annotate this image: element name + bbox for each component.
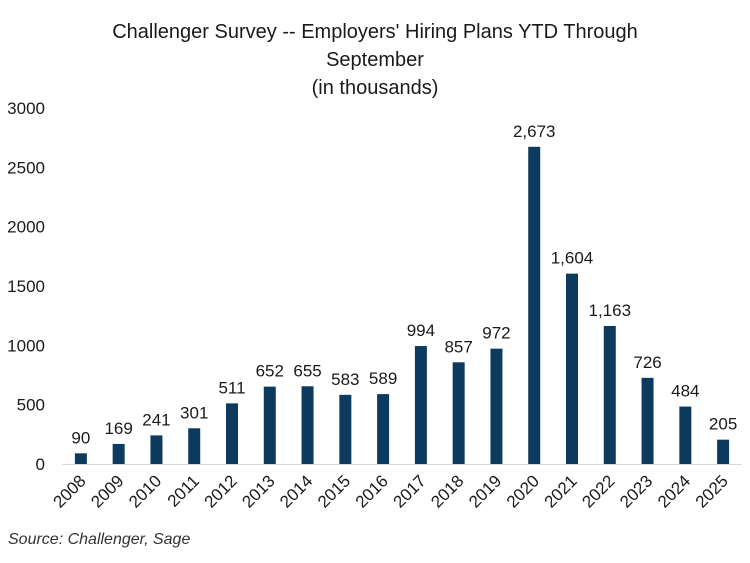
bar <box>414 346 427 464</box>
bar <box>226 403 238 464</box>
x-tick-label: 2017 <box>390 471 430 511</box>
x-tick-label: 2009 <box>87 471 127 511</box>
title-line: (in thousands) <box>312 77 439 99</box>
bar <box>188 428 201 464</box>
x-tick-label: 2020 <box>503 471 543 511</box>
x-tick-label: 2012 <box>201 471 241 511</box>
bar <box>490 348 503 464</box>
x-axis: 2008200920102011201220132014201520162017… <box>50 464 742 512</box>
bar <box>263 386 276 464</box>
data-label: 205 <box>709 415 737 434</box>
bar <box>150 435 163 464</box>
data-label: 1,604 <box>551 249 594 268</box>
title-line: Challenger Survey -- Employers' Hiring P… <box>112 21 638 43</box>
x-tick-label: 2022 <box>578 471 618 511</box>
x-tick-label: 2013 <box>238 471 278 511</box>
data-labels: 90 169 241 301 511 652 655 583 589 994 857 972 2,673… <box>71 122 737 448</box>
bar <box>377 394 390 464</box>
title-line: September <box>326 49 424 71</box>
data-label: 589 <box>369 369 397 388</box>
data-label: 1,163 <box>589 301 632 320</box>
x-tick-label: 2011 <box>164 471 203 510</box>
x-tick-label: 2014 <box>276 471 316 511</box>
data-label: 484 <box>671 382 699 401</box>
data-label: 301 <box>180 403 208 422</box>
x-tick-label: 2010 <box>125 471 165 511</box>
y-axis: 0 500 1000 1500 2000 2500 3000 <box>7 99 45 474</box>
x-tick-label: 2024 <box>654 471 694 511</box>
x-tick-label: 2023 <box>616 471 656 511</box>
x-tick-label: 2008 <box>50 471 90 511</box>
chart-title: Challenger Survey -- Employers' Hiring P… <box>112 21 638 99</box>
bar <box>566 273 578 464</box>
bar <box>339 394 352 464</box>
data-label: 583 <box>331 370 359 389</box>
y-tick-label: 2000 <box>7 218 45 237</box>
bar <box>641 377 654 464</box>
data-label: 2,673 <box>513 122 556 141</box>
data-label: 169 <box>104 419 132 438</box>
bar <box>74 453 87 464</box>
x-tick-label: 2018 <box>427 471 467 511</box>
bar <box>717 439 730 464</box>
data-label: 994 <box>407 321 435 340</box>
x-tick-label: 2015 <box>314 471 354 511</box>
data-label: 726 <box>633 353 661 372</box>
bar <box>301 386 314 464</box>
y-tick-label: 2500 <box>7 158 45 177</box>
data-label: 655 <box>293 361 321 380</box>
data-label: 90 <box>71 428 90 447</box>
data-label: 857 <box>444 337 472 356</box>
x-tick-label: 2016 <box>352 471 392 511</box>
data-label: 511 <box>218 378 245 397</box>
data-label: 241 <box>142 410 170 429</box>
bars <box>74 146 730 464</box>
y-tick-label: 0 <box>36 455 45 474</box>
y-tick-label: 1500 <box>7 277 45 296</box>
y-tick-label: 500 <box>17 396 45 415</box>
bar <box>679 406 692 464</box>
x-tick-label: 2021 <box>541 471 581 511</box>
data-label: 652 <box>256 362 284 381</box>
data-label: 972 <box>482 324 510 343</box>
bar <box>528 146 541 464</box>
bar <box>112 443 125 464</box>
chart: Challenger Survey -- Employers' Hiring P… <box>7 21 742 512</box>
y-tick-label: 1000 <box>7 336 45 355</box>
x-tick-label: 2025 <box>692 471 732 511</box>
bar <box>452 362 465 464</box>
x-tick-label: 2019 <box>465 471 505 511</box>
bar <box>603 325 616 464</box>
y-tick-label: 3000 <box>7 99 45 118</box>
source-note: Source: Challenger, Sage <box>8 531 191 548</box>
